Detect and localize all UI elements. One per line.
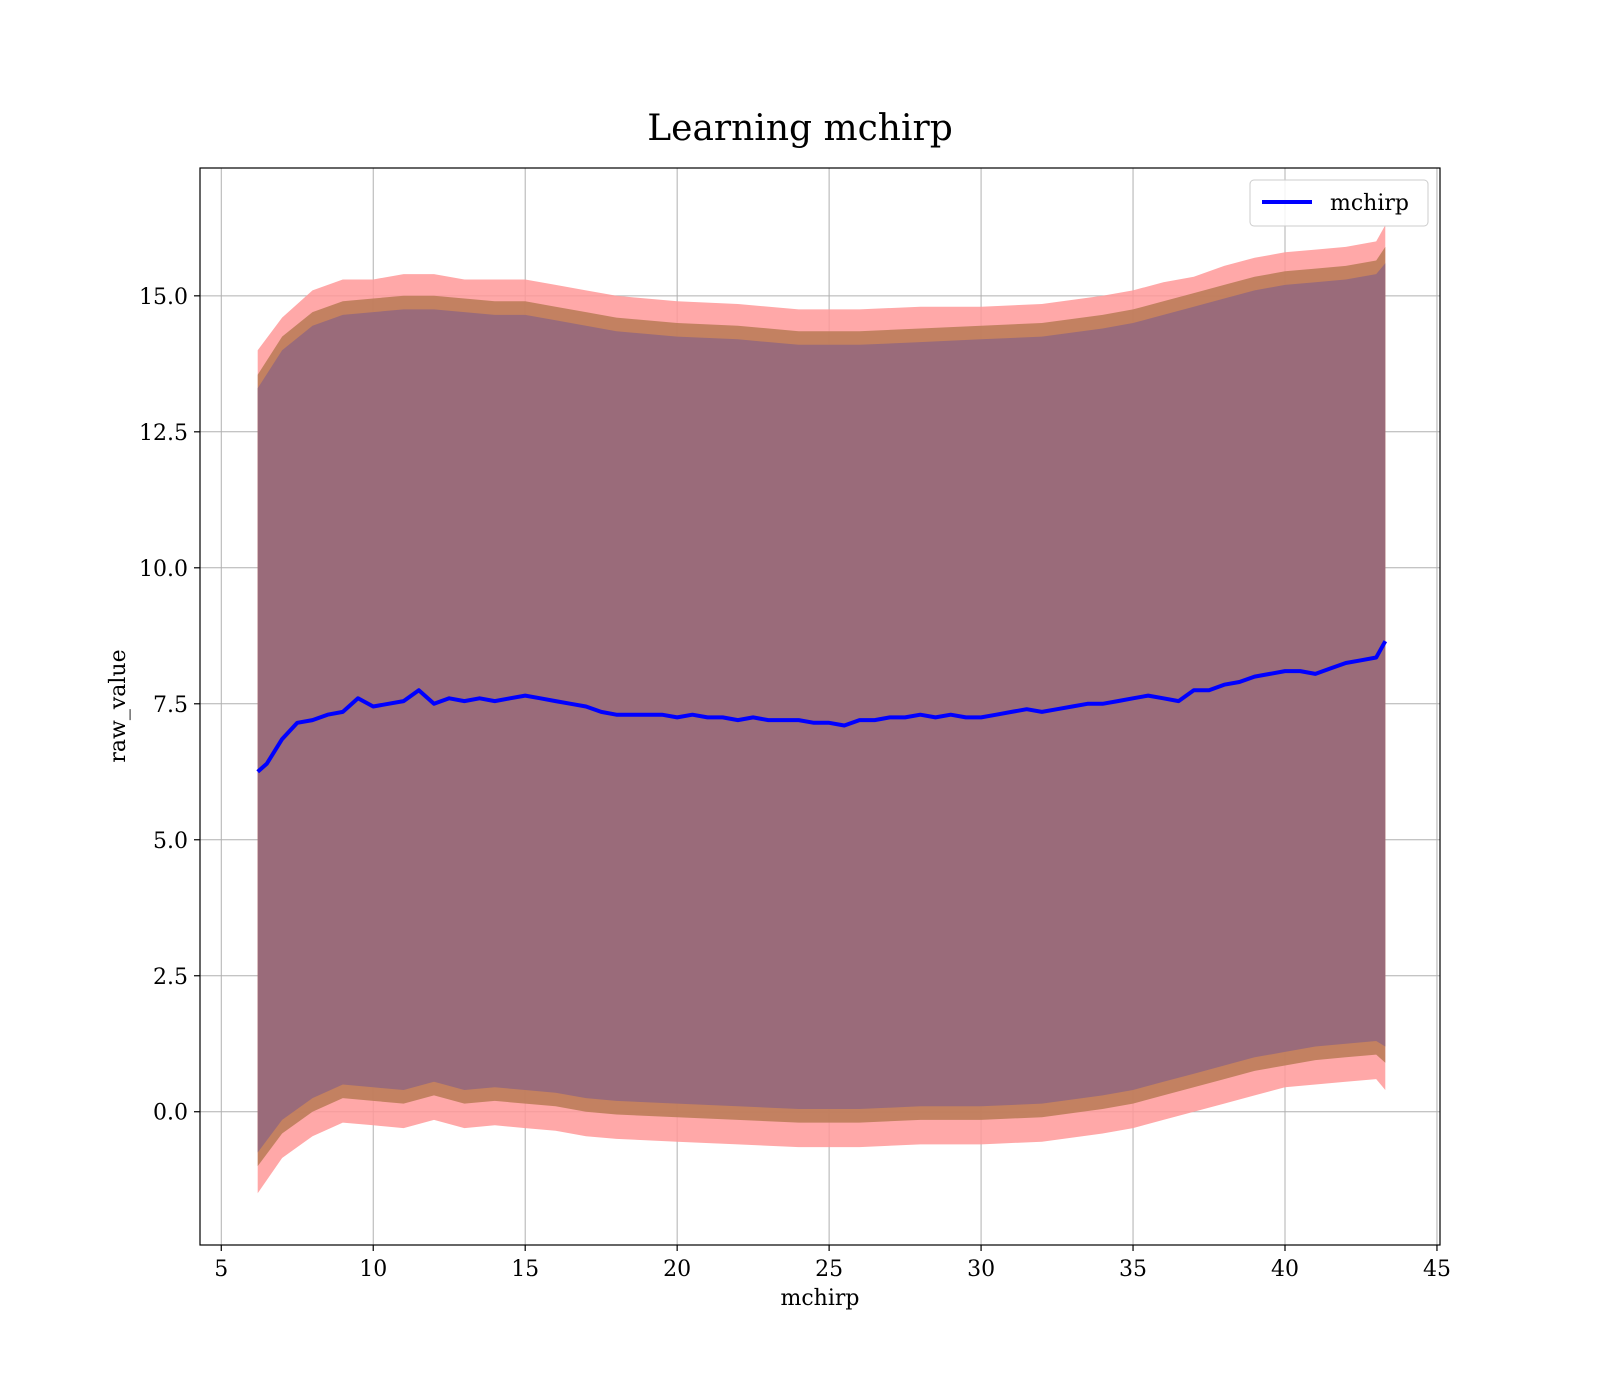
x-tick-label: 25	[815, 1257, 843, 1282]
y-tick-label: 5.0	[153, 829, 188, 854]
legend-box	[1249, 179, 1429, 227]
confidence-band-2	[257, 263, 1386, 1153]
y-tick-label: 12.5	[139, 421, 188, 446]
y-tick-label: 0.0	[153, 1101, 188, 1126]
series-lines	[256, 640, 1388, 774]
y-tick-label: 15.0	[139, 285, 188, 310]
legend: mchirp	[1249, 179, 1429, 227]
plot-frame	[199, 167, 1441, 1246]
x-axis-ticks: 5 10 15 20 25 30 35 40 45	[214, 1245, 1451, 1282]
y-tick-label: 10.0	[139, 557, 188, 582]
x-tick-label: 20	[663, 1257, 691, 1282]
x-tick-label: 45	[1423, 1257, 1451, 1282]
y-tick-label: 2.5	[153, 965, 188, 990]
x-axis-label: mchirp	[781, 1286, 860, 1311]
x-tick-label: 30	[967, 1257, 995, 1282]
x-tick-label: 35	[1119, 1257, 1147, 1282]
series-line-mchirp	[256, 640, 1388, 774]
confidence-bands	[257, 225, 1386, 1194]
y-axis-ticks: 0.0 2.5 5.0 7.5 10.0 12.5 15.0	[139, 285, 200, 1126]
legend-label-mchirp: mchirp	[1330, 191, 1409, 216]
x-tick-label: 5	[214, 1257, 228, 1282]
y-axis-label: raw_value	[106, 649, 131, 762]
x-tick-label: 15	[511, 1257, 539, 1282]
chart-title: Learning mchirp	[647, 108, 953, 149]
y-tick-label: 7.5	[153, 693, 188, 718]
x-tick-label: 10	[359, 1257, 387, 1282]
x-tick-label: 40	[1271, 1257, 1299, 1282]
